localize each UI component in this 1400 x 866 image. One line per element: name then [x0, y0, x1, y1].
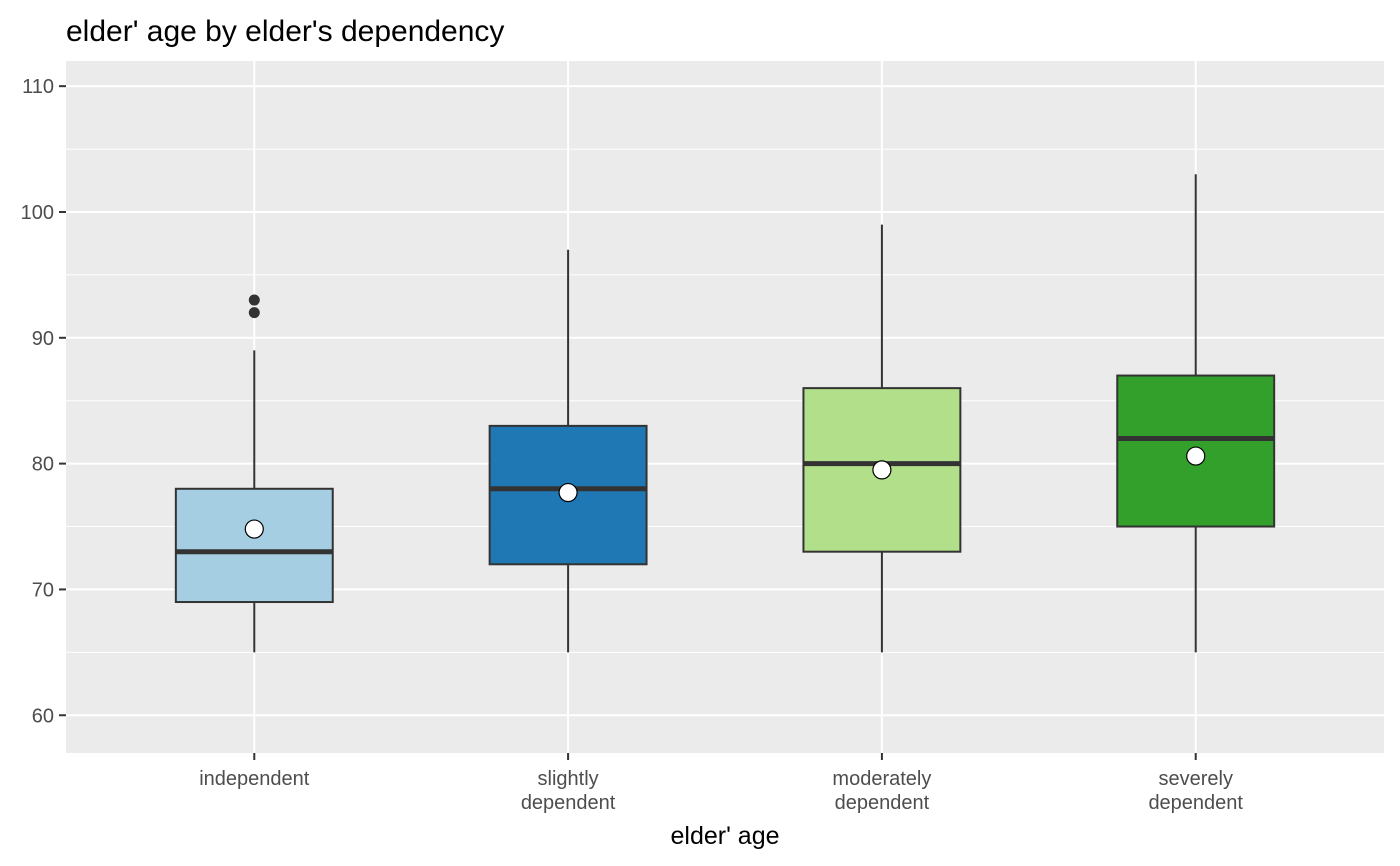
x-axis-title: elder' age — [670, 822, 779, 850]
box-iqr — [1116, 374, 1276, 528]
y-axis: 60 70 80 90 100 110 — [21, 76, 66, 727]
mean-point — [1186, 446, 1206, 466]
box-group — [802, 224, 962, 653]
y-tick-label: 70 — [32, 579, 54, 601]
x-tick-label-line: slightly — [538, 768, 599, 790]
x-tick-label-line: independent — [199, 768, 310, 790]
y-tick-label: 80 — [32, 454, 54, 476]
chart-title: elder' age by elder's dependency — [66, 15, 504, 48]
y-tick-label: 90 — [32, 328, 54, 350]
x-tick-label-line: severely — [1158, 768, 1232, 790]
outlier-point — [248, 294, 260, 306]
x-tick-label-line: dependent — [521, 792, 616, 814]
x-tick-label: slightly dependent — [521, 768, 616, 814]
box-iqr — [174, 487, 334, 604]
box-group — [1116, 174, 1276, 653]
x-tick-label-line: dependent — [835, 792, 930, 814]
x-tick-label: independent — [199, 768, 310, 790]
box-group — [174, 294, 334, 653]
y-tick-label: 110 — [22, 76, 54, 98]
y-tick-label: 100 — [21, 202, 54, 224]
x-tick-label: moderately dependent — [832, 768, 931, 814]
y-tick-label: 60 — [32, 705, 54, 727]
boxes — [174, 174, 1276, 653]
mean-point — [558, 482, 578, 503]
x-tick-label: severely dependent — [1148, 768, 1243, 814]
box-group — [488, 249, 648, 653]
mean-point — [872, 460, 892, 480]
x-tick-label-line: dependent — [1148, 792, 1243, 814]
x-tick-label-line: moderately — [832, 768, 931, 790]
mean-point — [244, 519, 264, 539]
outlier-point — [248, 307, 260, 319]
